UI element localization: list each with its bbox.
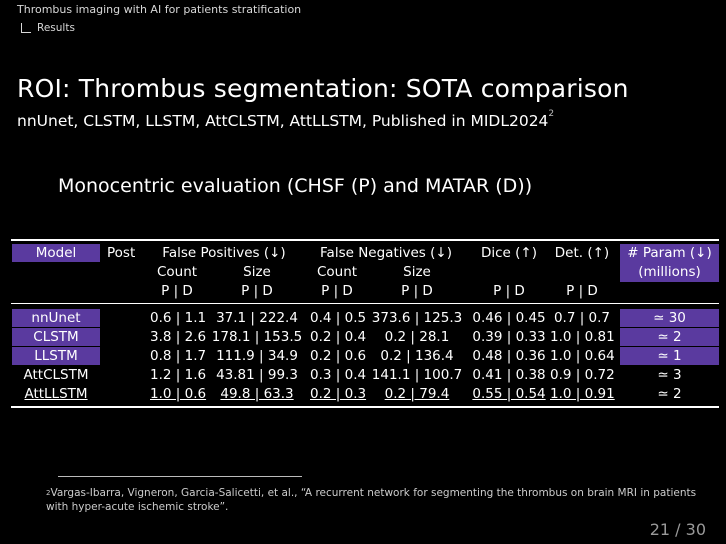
header-post: Post bbox=[107, 245, 136, 261]
header-fp-count-pd: P | D bbox=[161, 283, 193, 299]
header-param-highlight bbox=[620, 244, 719, 282]
header-fn-count: Count bbox=[316, 264, 358, 280]
footnote-divider bbox=[58, 476, 302, 477]
cell-det: 1.0 | 0.64 bbox=[550, 348, 615, 364]
cell-det: 0.7 | 0.7 bbox=[553, 310, 611, 326]
footnote-ref: 2 bbox=[46, 489, 51, 497]
cell-dice: 0.48 | 0.36 bbox=[472, 348, 546, 364]
cell-model: AttLLSTM bbox=[24, 386, 88, 402]
tree-corner-icon bbox=[21, 23, 31, 33]
cell-fnc: 0.4 | 0.5 bbox=[310, 310, 367, 326]
cell-model: AttCLSTM bbox=[23, 367, 89, 383]
cell-model: LLSTM bbox=[12, 347, 100, 365]
table-top-rule bbox=[11, 239, 719, 241]
header-model: Model bbox=[12, 244, 100, 262]
header-fn-count-pd: P | D bbox=[321, 283, 353, 299]
cell-fns: 373.6 | 125.3 bbox=[371, 310, 463, 326]
header-detection: Det. (↑) bbox=[554, 245, 610, 261]
cell-fnc: 0.2 | 0.6 bbox=[310, 348, 367, 364]
cell-fpc: 3.8 | 2.6 bbox=[150, 329, 207, 345]
slide-subtitle: nnUnet, CLSTM, LLSTM, AttCLSTM, AttLLSTM… bbox=[17, 109, 555, 130]
header-false-positives: False Positives (↓) bbox=[162, 245, 286, 261]
cell-fps: 37.1 | 222.4 bbox=[216, 310, 298, 326]
cell-fnc: 0.2 | 0.3 bbox=[310, 386, 367, 402]
page-number: 21 / 30 bbox=[649, 520, 706, 539]
cell-fnc: 0.2 | 0.4 bbox=[310, 329, 367, 345]
cell-fpc: 0.6 | 1.1 bbox=[150, 310, 207, 326]
cell-fps: 178.1 | 153.5 bbox=[211, 329, 303, 345]
breadcrumb: Thrombus imaging with AI for patients st… bbox=[17, 2, 301, 36]
cell-dice: 0.39 | 0.33 bbox=[472, 329, 546, 345]
cell-param: ≃ 1 bbox=[620, 347, 719, 365]
header-fp-size: Size bbox=[243, 264, 271, 280]
header-dice-pd: P | D bbox=[493, 283, 525, 299]
cell-fns: 0.2 | 28.1 bbox=[384, 329, 450, 345]
footnote-text: Vargas-Ibarra, Vigneron, Garcia-Salicett… bbox=[46, 487, 697, 513]
cell-param: ≃ 2 bbox=[657, 386, 682, 402]
cell-fns: 0.2 | 136.4 bbox=[380, 348, 454, 364]
header-fp-size-pd: P | D bbox=[241, 283, 273, 299]
header-dice: Dice (↑) bbox=[480, 245, 537, 261]
header-param-unit: (millions) bbox=[638, 264, 701, 280]
cell-fpc: 0.8 | 1.7 bbox=[150, 348, 207, 364]
cell-fns: 0.2 | 79.4 bbox=[384, 386, 450, 402]
table-mid-rule bbox=[11, 303, 719, 304]
cell-fps: 49.8 | 63.3 bbox=[220, 386, 294, 402]
cell-dice: 0.46 | 0.45 bbox=[472, 310, 546, 326]
footnote: 2Vargas-Ibarra, Vigneron, Garcia-Salicet… bbox=[46, 486, 706, 514]
footnote-marker[interactable]: 2 bbox=[548, 109, 555, 119]
cell-dice: 0.55 | 0.54 bbox=[472, 386, 546, 402]
cell-det: 1.0 | 0.91 bbox=[550, 386, 615, 402]
cell-det: 0.9 | 0.72 bbox=[550, 367, 615, 383]
cell-fps: 43.81 | 99.3 bbox=[216, 367, 298, 383]
nav-subsection[interactable]: Results bbox=[37, 22, 75, 34]
cell-model: nnUnet bbox=[12, 309, 100, 327]
slide-title: ROI: Thrombus segmentation: SOTA compari… bbox=[17, 74, 629, 103]
cell-param: ≃ 3 bbox=[657, 367, 682, 383]
header-fn-size: Size bbox=[403, 264, 431, 280]
header-fp-count: Count bbox=[156, 264, 198, 280]
header-false-negatives: False Negatives (↓) bbox=[320, 245, 452, 261]
cell-fnc: 0.3 | 0.4 bbox=[310, 367, 367, 383]
cell-model: CLSTM bbox=[12, 328, 100, 346]
cell-fns: 141.1 | 100.7 bbox=[371, 367, 463, 383]
table-bottom-rule bbox=[11, 406, 719, 408]
cell-dice: 0.41 | 0.38 bbox=[472, 367, 546, 383]
section-heading: Monocentric evaluation (CHSF (P) and MAT… bbox=[58, 175, 533, 197]
nav-section[interactable]: Thrombus imaging with AI for patients st… bbox=[17, 3, 302, 16]
cell-fpc: 1.2 | 1.6 bbox=[150, 367, 207, 383]
cell-fpc: 1.0 | 0.6 bbox=[150, 386, 207, 402]
header-param: # Param (↓) bbox=[627, 245, 712, 261]
cell-det: 1.0 | 0.81 bbox=[550, 329, 615, 345]
cell-param: ≃ 30 bbox=[620, 309, 719, 327]
cell-fps: 111.9 | 34.9 bbox=[216, 348, 298, 364]
header-det-pd: P | D bbox=[566, 283, 598, 299]
cell-param: ≃ 2 bbox=[620, 328, 719, 346]
header-fn-size-pd: P | D bbox=[401, 283, 433, 299]
